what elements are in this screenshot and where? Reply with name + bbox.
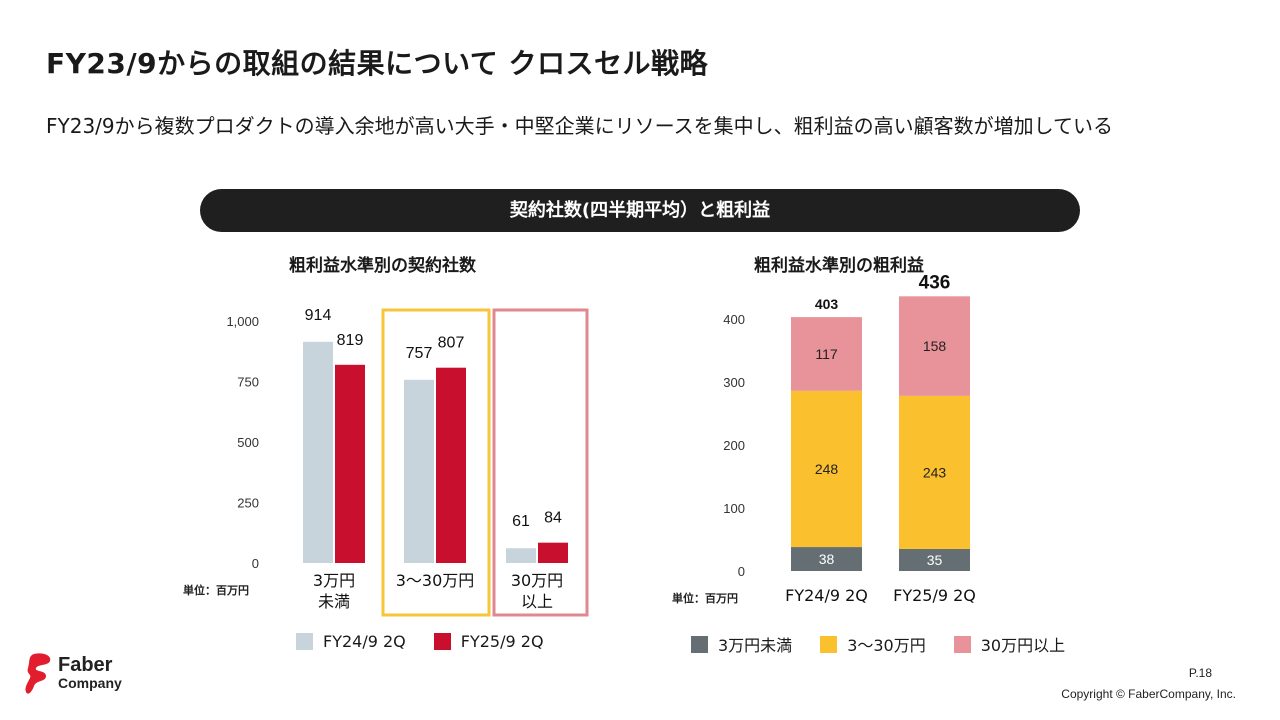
legend-label-tier-high: 30万円以上 — [980, 636, 1066, 655]
right-unit-label: 単位：百万円 — [672, 591, 738, 605]
left-category-label: 3〜30万円 — [396, 571, 475, 590]
legend-swatch-fy24 — [296, 633, 313, 650]
legend-item-fy24: FY24/9 2Q — [296, 632, 406, 651]
right-segment-tier-high — [899, 296, 970, 396]
left-bar-value-label: 807 — [438, 335, 465, 352]
right-y-tick-label: 0 — [738, 564, 745, 579]
right-segment-value-label: 38 — [819, 551, 835, 567]
left-bar-value-label: 819 — [337, 332, 364, 349]
copyright: Copyright © FaberCompany, Inc. — [1061, 687, 1236, 701]
highlight-box-mid-tier — [381, 308, 491, 617]
right-chart-title: 粗利益水準別の粗利益 — [754, 256, 924, 276]
page-number: P.18 — [1188, 666, 1212, 680]
right-segment-tier-mid — [899, 395, 970, 549]
left-y-tick-label: 1,000 — [226, 314, 259, 329]
left-bar-fy24 — [506, 548, 536, 563]
left-bar-value-label: 914 — [305, 307, 332, 324]
right-segment-value-label: 158 — [923, 338, 947, 354]
left-bar-fy24 — [404, 379, 434, 563]
right-y-tick-label: 100 — [723, 501, 745, 516]
legend-label-fy24: FY24/9 2Q — [323, 632, 406, 651]
right-y-tick-label: 300 — [723, 375, 745, 390]
page-title: FY23/9からの取組の結果について クロスセル戦略 — [46, 47, 708, 80]
right-segment-tier-mid — [791, 390, 862, 548]
left-category-label: 以上 — [521, 592, 553, 611]
legend-item-fy25: FY25/9 2Q — [433, 632, 544, 651]
left-category-label: 30万円 — [511, 571, 563, 590]
legend-label-tier-mid: 3〜30万円 — [847, 636, 926, 655]
right-segment-value-label: 243 — [923, 464, 947, 480]
faber-logo-mark-icon — [25, 653, 51, 694]
right-segment-tier-high — [791, 317, 862, 391]
left-y-tick-label: 0 — [252, 556, 259, 571]
right-segment-tier-low — [791, 547, 862, 571]
right-segment-tier-low — [899, 548, 970, 571]
left-bar-fy24 — [303, 341, 333, 563]
left-chart-legend: FY24/9 2Q FY25/9 2Q — [296, 632, 544, 651]
left-y-tick-label: 500 — [237, 435, 259, 450]
logo-text-company: Company — [58, 675, 122, 691]
logo-text-faber: Faber — [58, 654, 113, 676]
right-y-tick-label: 200 — [723, 438, 745, 453]
right-chart-legend: 3万円未満 3〜30万円 30万円以上 — [691, 632, 1065, 656]
page-subtitle: FY23/9から複数プロダクトの導入余地が高い大手・中堅企業にリソースを集中し、… — [46, 114, 1114, 138]
legend-item-tier-low: 3万円未満 — [691, 632, 792, 656]
left-chart-title: 粗利益水準別の契約社数 — [289, 256, 476, 276]
right-category-label: FY25/9 2Q — [893, 586, 976, 605]
left-y-tick-label: 250 — [237, 496, 259, 511]
legend-swatch-tier-low — [691, 635, 708, 653]
right-y-tick-label: 400 — [723, 312, 745, 327]
legend-label-fy25: FY25/9 2Q — [460, 632, 544, 651]
left-category-label: 未満 — [318, 592, 350, 611]
right-segment-value-label: 35 — [927, 552, 943, 568]
left-bar-fy25 — [436, 367, 466, 563]
right-total-label: 403 — [815, 296, 839, 312]
right-segment-value-label: 248 — [815, 461, 839, 477]
right-category-label: FY24/9 2Q — [785, 586, 868, 605]
legend-label-tier-low: 3万円未満 — [718, 636, 793, 655]
legend-item-tier-high: 30万円以上 — [953, 632, 1066, 656]
left-bar-value-label: 757 — [406, 345, 433, 362]
legend-item-tier-mid: 3〜30万円 — [820, 632, 926, 656]
left-bar-value-label: 84 — [544, 510, 562, 527]
legend-swatch-fy25 — [433, 633, 451, 650]
left-unit-label: 単位：百万円 — [183, 583, 249, 597]
right-total-label: 436 — [919, 272, 951, 293]
left-y-tick-label: 750 — [237, 375, 259, 390]
left-bar-value-label: 61 — [512, 513, 530, 530]
legend-swatch-tier-high — [953, 635, 971, 653]
section-banner: 契約社数(四半期平均）と粗利益 — [200, 189, 1080, 232]
left-bar-fy25 — [335, 364, 365, 563]
company-logo: Faber Company — [24, 652, 122, 696]
left-bar-fy25 — [538, 542, 568, 563]
highlight-box-high-tier — [492, 308, 589, 617]
legend-swatch-tier-mid — [820, 635, 838, 653]
left-category-label: 3万円 — [313, 571, 355, 590]
right-segment-value-label: 117 — [815, 346, 838, 362]
